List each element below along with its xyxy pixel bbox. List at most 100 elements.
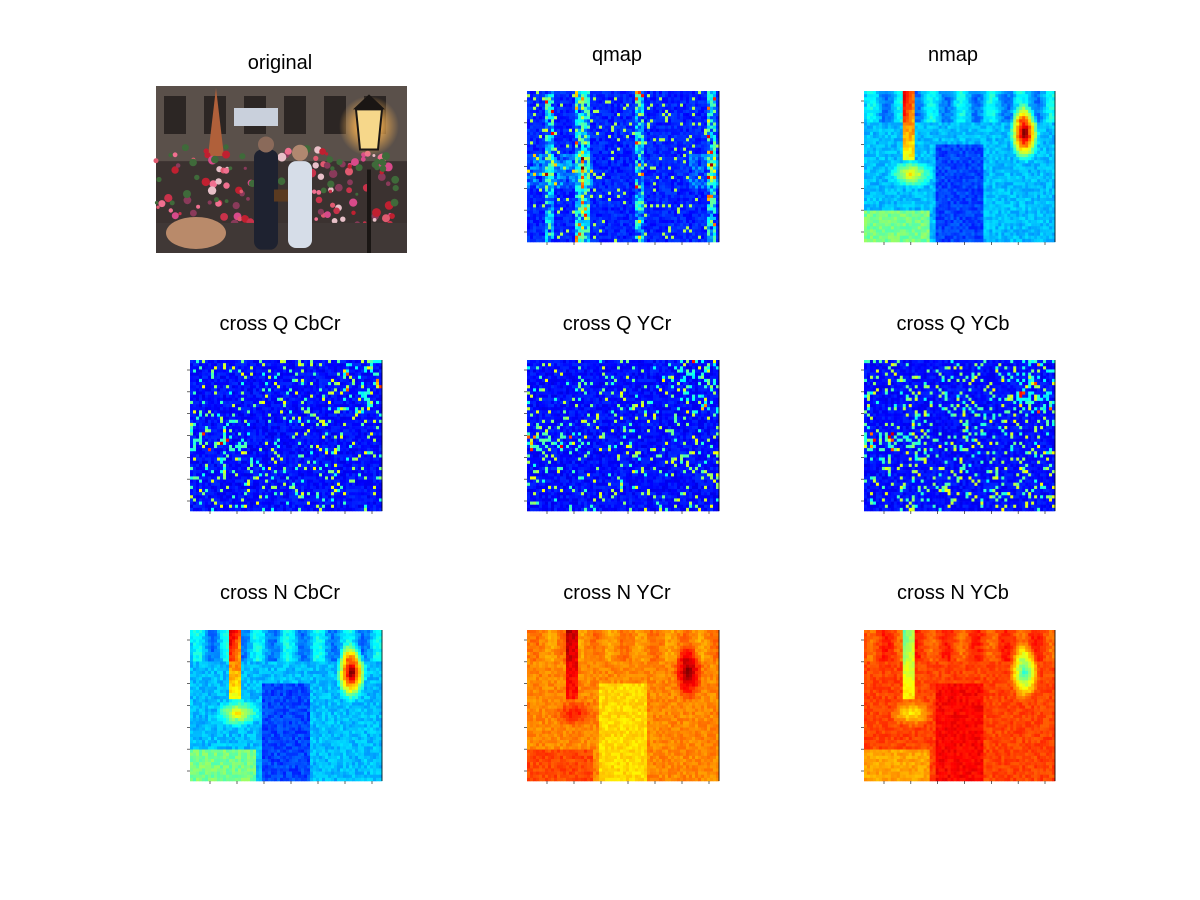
heatmap-cell xyxy=(1013,129,1016,132)
heatmap-cell xyxy=(683,207,686,210)
heatmap-cell xyxy=(873,157,876,160)
heatmap-cell xyxy=(599,126,602,129)
heatmap-cell xyxy=(894,163,897,166)
heatmap-cell xyxy=(671,204,674,207)
heatmap-cell xyxy=(593,226,596,229)
heatmap-cell xyxy=(1043,144,1046,147)
heatmap-cell xyxy=(704,113,707,116)
foliage xyxy=(380,165,387,172)
heatmap-cell xyxy=(909,163,912,166)
heatmap-cell xyxy=(698,157,701,160)
heatmap-cell xyxy=(578,229,581,232)
heatmap-cell xyxy=(686,223,689,226)
heatmap-cell xyxy=(650,154,653,157)
heatmap-cell xyxy=(888,116,891,119)
heatmap-cell xyxy=(1037,126,1040,129)
heatmap-cell xyxy=(924,107,927,110)
heatmap-cell xyxy=(1031,113,1034,116)
heatmap-cell xyxy=(900,104,903,107)
heatmap-cell xyxy=(921,100,924,103)
heatmap-cell xyxy=(986,126,989,129)
heatmap-cell xyxy=(1028,170,1031,173)
heatmap-cell xyxy=(909,151,912,154)
heatmap-cell xyxy=(1037,160,1040,163)
heatmap-cell xyxy=(971,151,974,154)
heatmap-cell xyxy=(563,113,566,116)
heatmap-cell xyxy=(888,132,891,135)
heatmap-cell xyxy=(677,116,680,119)
heatmap-cell xyxy=(584,119,587,122)
heatmap-cell xyxy=(879,97,882,100)
heatmap-cell xyxy=(915,170,918,173)
heatmap-cell xyxy=(977,104,980,107)
heatmap-cell xyxy=(659,229,662,232)
heatmap-cell xyxy=(542,226,545,229)
heatmap-cell xyxy=(656,104,659,107)
heatmap-cell xyxy=(906,154,909,157)
heatmap-cell xyxy=(968,100,971,103)
heatmap-cell xyxy=(659,141,662,144)
heatmap-cell xyxy=(998,132,1001,135)
heatmap-cell xyxy=(1019,170,1022,173)
heatmap-cell xyxy=(867,94,870,97)
heatmap-cell xyxy=(945,126,948,129)
heatmap-cell xyxy=(659,201,662,204)
heatmap-cell xyxy=(608,119,611,122)
heatmap-cell xyxy=(635,160,638,163)
heatmap-cell xyxy=(689,192,692,195)
heatmap-cell xyxy=(906,163,909,166)
heatmap-cell xyxy=(596,204,599,207)
heatmap-cell xyxy=(885,170,888,173)
heatmap-cell xyxy=(644,179,647,182)
heatmap-cell xyxy=(888,138,891,141)
heatmap-cell xyxy=(608,157,611,160)
heatmap-cell xyxy=(620,217,623,220)
heatmap-cell xyxy=(632,129,635,132)
heatmap-cell xyxy=(948,97,951,100)
heatmap-cell xyxy=(578,116,581,119)
heatmap-cell xyxy=(575,179,578,182)
heatmap-cell xyxy=(608,113,611,116)
heatmap-cell xyxy=(939,129,942,132)
heatmap-cell xyxy=(554,107,557,110)
heatmap-cell xyxy=(698,198,701,201)
heatmap-cell xyxy=(638,185,641,188)
heatmap-cell xyxy=(933,173,936,176)
heatmap-cell xyxy=(578,201,581,204)
heatmap-cell xyxy=(614,223,617,226)
heatmap-cell xyxy=(644,189,647,192)
heatmap-cell xyxy=(596,160,599,163)
heatmap-cell xyxy=(662,126,665,129)
heatmap-cell xyxy=(876,135,879,138)
heatmap-cell xyxy=(578,167,581,170)
heatmap-cell xyxy=(998,107,1001,110)
heatmap-cell xyxy=(674,129,677,132)
heatmap-cell xyxy=(903,173,906,176)
heatmap-cell xyxy=(873,104,876,107)
heatmap-cell xyxy=(578,144,581,147)
heatmap-cell xyxy=(554,132,557,135)
heatmap-cell xyxy=(647,129,650,132)
heatmap-cell xyxy=(927,160,930,163)
heatmap-cell xyxy=(593,214,596,217)
heatmap-cell xyxy=(894,116,897,119)
heatmap-cell xyxy=(548,113,551,116)
heatmap-cell xyxy=(584,185,587,188)
heatmap-cell xyxy=(983,135,986,138)
heatmap-cell xyxy=(539,122,542,125)
heatmap-cell xyxy=(998,151,1001,154)
heatmap-cell xyxy=(554,223,557,226)
heatmap-cell xyxy=(602,104,605,107)
heatmap-cell xyxy=(545,214,548,217)
heatmap-cell xyxy=(587,107,590,110)
heatmap-cell xyxy=(653,189,656,192)
heatmap-cell xyxy=(563,126,566,129)
heatmap-cell xyxy=(1046,91,1049,94)
heatmap-cell xyxy=(551,138,554,141)
foliage xyxy=(170,200,175,205)
heatmap-cell xyxy=(662,207,665,210)
heatmap-cell xyxy=(960,135,963,138)
heatmap-cell xyxy=(885,173,888,176)
heatmap-cell xyxy=(930,104,933,107)
flower xyxy=(173,152,178,157)
